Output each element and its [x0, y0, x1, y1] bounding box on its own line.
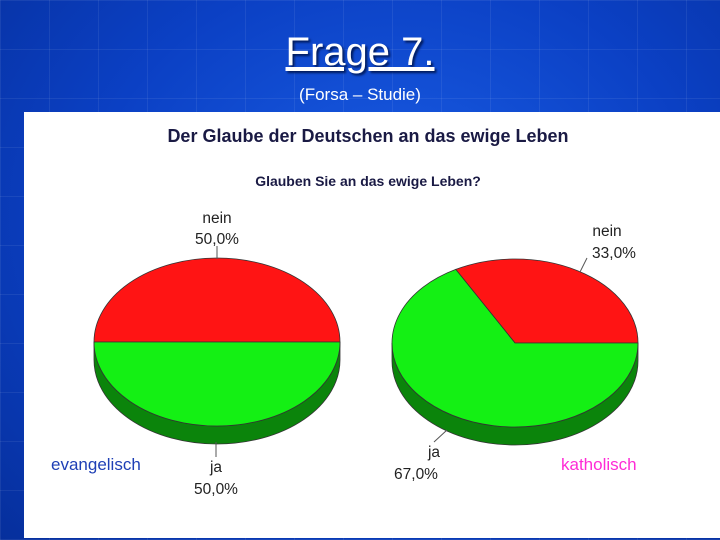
- slide-title: Frage 7.: [285, 30, 435, 74]
- chart-figure: Der Glaube der Deutschen an das ewige Le…: [24, 112, 720, 538]
- pie1-nein-label: nein: [202, 210, 231, 227]
- pie2-nein-label: nein: [592, 223, 621, 240]
- chart-subtitle: Glauben Sie an das ewige Leben?: [255, 173, 481, 189]
- pie2-slice-nein: [455, 258, 639, 344]
- chart-title: Der Glaube der Deutschen an das ewige Le…: [167, 126, 568, 146]
- pie2-slice-ja: [391, 268, 639, 428]
- pie2-nein-value: 33,0%: [592, 245, 636, 262]
- pie2-ja-label: ja: [427, 444, 440, 461]
- pie2-ja-value: 67,0%: [394, 466, 438, 483]
- pie1-slice-ja: [93, 341, 341, 427]
- pie1-ja-label: ja: [209, 459, 222, 476]
- pie1-ja-value: 50,0%: [194, 481, 238, 498]
- leader-line-4: [433, 429, 448, 443]
- leader-line-3: [579, 257, 588, 273]
- pie-chart-svg: Der Glaube der Deutschen an das ewige Le…: [51, 126, 639, 498]
- pie1-nein-value: 50,0%: [195, 231, 239, 248]
- pie1-group-label: evangelisch: [51, 455, 141, 474]
- pie1-slice-nein: [93, 257, 341, 343]
- pie2-group-label: katholisch: [561, 455, 637, 474]
- slide-subtitle: (Forsa – Studie): [299, 85, 421, 104]
